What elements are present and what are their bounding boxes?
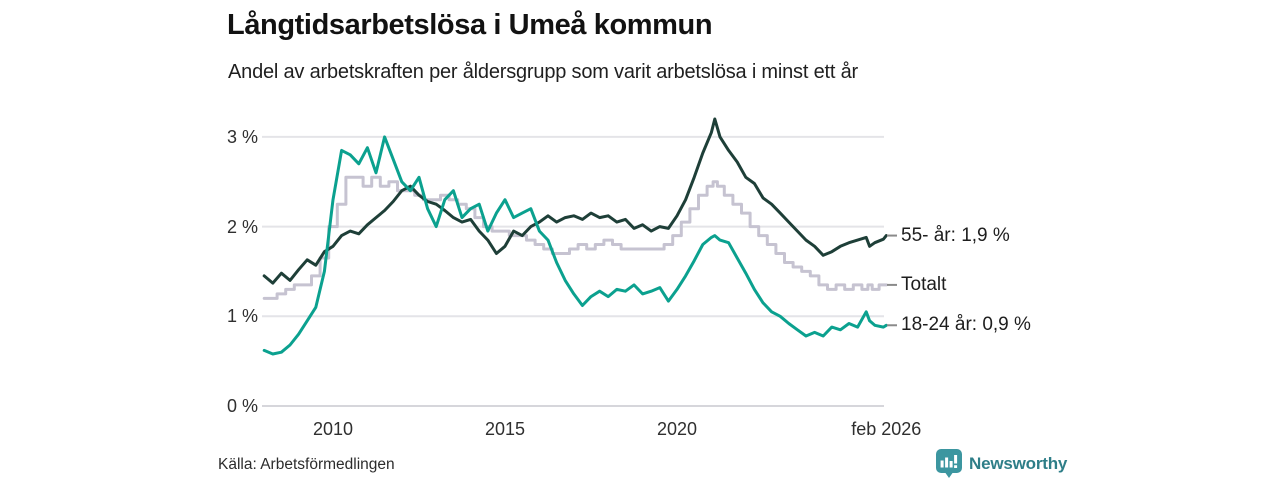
- newsworthy-logo: Newsworthy: [936, 449, 1067, 478]
- newsworthy-wordmark: Newsworthy: [969, 453, 1068, 473]
- y-tick-label: 1 %: [226, 306, 258, 327]
- source-note: Källa: Arbetsförmedlingen: [218, 456, 395, 473]
- y-tick-label: 0 %: [226, 396, 258, 416]
- legend-label-18-24: 18-24 år: 0,9 %: [901, 314, 1031, 336]
- legend-label-55-plus: 55- år: 1,9 %: [901, 224, 1010, 246]
- chart-subtitle: Andel av arbetskraften per åldersgrupp s…: [228, 61, 858, 83]
- legend-label-totalt: Totalt: [901, 273, 947, 295]
- page-title: Långtidsarbetslösa i Umeå kommun: [227, 9, 713, 41]
- series-line-18-24 år: [262, 135, 888, 356]
- series-line-55- år: [262, 117, 888, 285]
- x-tick-label: 2020: [656, 419, 698, 439]
- x-tick-label: feb 2026: [851, 419, 922, 439]
- x-tick-label: 2010: [312, 419, 354, 439]
- newsworthy-chart-bubble-icon: [936, 449, 962, 478]
- y-tick-label: 3 %: [226, 126, 258, 147]
- y-tick-label: 2 %: [226, 216, 258, 237]
- series-line-Totalt: [262, 175, 888, 300]
- x-tick-label: 2015: [484, 419, 526, 439]
